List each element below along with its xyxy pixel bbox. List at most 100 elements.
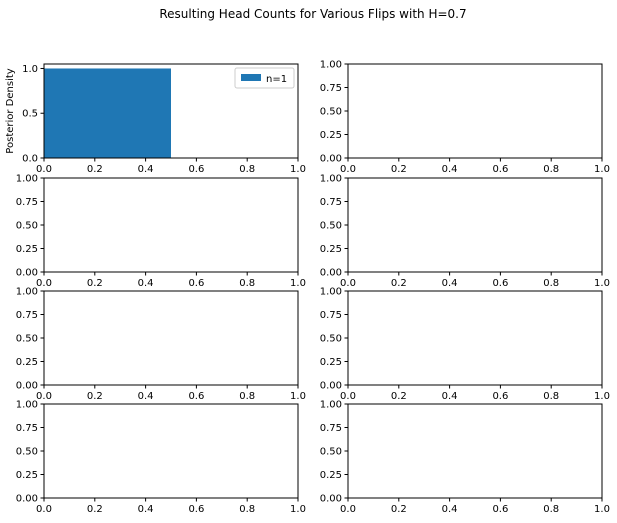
y-tick-label: 1.00 [16, 287, 38, 298]
y-tick-label: 0.75 [320, 83, 342, 94]
y-tick-label: 0.75 [320, 197, 342, 208]
y-tick-label: 0.0 [22, 154, 38, 165]
x-tick-label: 1.0 [290, 391, 306, 402]
x-tick-label: 0.8 [543, 164, 559, 175]
y-tick-label: 0.75 [16, 423, 38, 434]
x-tick-label: 0.4 [442, 278, 458, 289]
axes-frame [43, 63, 299, 159]
y-tick-label: 0.25 [320, 130, 342, 141]
y-tick-label: 0.00 [16, 268, 38, 279]
x-tick-label: 0.0 [340, 391, 356, 402]
y-tick-label: 0.25 [16, 244, 38, 255]
y-tick-label: 1.00 [320, 400, 342, 411]
subplot-grid: 0.0 0.2 0.4 0.6 0.8 1.0 0.0 0.5 1.0 Posterior Den… [5, 60, 610, 516]
x-tick-label: 0.2 [391, 504, 407, 515]
x-tick-label: 1.0 [594, 278, 610, 289]
figure-title: Resulting Head Counts for Various Flips … [159, 7, 466, 21]
y-tick-label: 0.00 [320, 154, 342, 165]
x-tick-label: 0.2 [87, 164, 103, 175]
x-tick-label: 0.2 [87, 278, 103, 289]
y-tick-label: 0.00 [320, 268, 342, 279]
y-tick-label: 0.75 [16, 310, 38, 321]
y-tick-label: 0.5 [22, 109, 38, 120]
y-tick-label: 0.50 [320, 334, 342, 345]
x-tick-label: 0.8 [543, 504, 559, 515]
x-tick-label: 0.6 [188, 278, 204, 289]
y-tick-label: 0.00 [16, 494, 38, 505]
subplot-6: 0.0 0.2 0.4 0.6 0.8 1.0 0.00 0.25 0.50 0.75 1.00 [320, 287, 610, 403]
x-tick-label: 0.0 [36, 278, 52, 289]
y-tick-label: 1.0 [22, 64, 38, 75]
x-tick-label: 0.8 [239, 278, 255, 289]
x-tick-label: 0.4 [138, 278, 154, 289]
x-tick-label: 0.6 [492, 391, 508, 402]
legend: n=1 [234, 67, 295, 89]
x-tick-label: 0.2 [87, 504, 103, 515]
x-tick-label: 0.2 [87, 391, 103, 402]
subplot-8: 0.0 0.2 0.4 0.6 0.8 1.0 0.00 0.25 0.50 0.75 1.00 [320, 400, 610, 516]
x-tick-label: 0.2 [391, 278, 407, 289]
x-tick-label: 0.4 [442, 164, 458, 175]
x-tick-label: 0.6 [492, 278, 508, 289]
y-tick-label: 0.50 [320, 221, 342, 232]
x-tick-label: 0.8 [543, 278, 559, 289]
x-tick-label: 0.6 [188, 164, 204, 175]
subplot-7: 0.0 0.2 0.4 0.6 0.8 1.0 0.00 0.25 0.50 0.75 1.00 [16, 400, 306, 516]
y-tick-label: 0.25 [16, 357, 38, 368]
y-axis-label: Posterior Density [5, 68, 16, 153]
x-tick-label: 0.0 [36, 164, 52, 175]
y-tick-label: 0.75 [320, 310, 342, 321]
x-tick-label: 0.4 [442, 391, 458, 402]
x-tick-label: 0.8 [239, 504, 255, 515]
subplot-5: 0.0 0.2 0.4 0.6 0.8 1.0 0.00 0.25 0.50 0.75 1.00 [16, 287, 306, 403]
x-tick-label: 0.0 [340, 164, 356, 175]
y-tick-label: 0.50 [320, 107, 342, 118]
y-tick-label: 0.25 [320, 244, 342, 255]
legend-box [234, 67, 295, 89]
legend-label: n=1 [266, 74, 287, 85]
x-tick-label: 0.0 [36, 391, 52, 402]
y-tick-label: 1.00 [320, 60, 342, 71]
x-tick-label: 0.8 [239, 391, 255, 402]
y-tick-label: 0.50 [16, 221, 38, 232]
x-tick-label: 0.4 [442, 504, 458, 515]
y-tick-label: 0.75 [320, 423, 342, 434]
x-tick-label: 0.8 [543, 391, 559, 402]
y-tick-label: 0.00 [16, 381, 38, 392]
x-tick-label: 0.6 [188, 391, 204, 402]
y-tick-label: 1.00 [16, 400, 38, 411]
x-tick-label: 0.6 [492, 504, 508, 515]
y-tick-label: 0.50 [16, 334, 38, 345]
x-tick-label: 0.0 [340, 278, 356, 289]
subplot-1: 0.0 0.2 0.4 0.6 0.8 1.0 0.0 0.5 1.0 Posterior Den… [5, 63, 306, 175]
x-tick-label: 1.0 [594, 391, 610, 402]
x-tick-label: 1.0 [594, 504, 610, 515]
y-tick-label: 1.00 [16, 174, 38, 185]
y-tick-label: 1.00 [320, 174, 342, 185]
y-tick-label: 0.50 [320, 447, 342, 458]
x-tick-label: 0.0 [36, 504, 52, 515]
y-tick-label: 0.25 [320, 470, 342, 481]
subplot-3: 0.0 0.2 0.4 0.6 0.8 1.0 0.00 0.25 0.50 0.75 1.00 [16, 174, 306, 290]
y-tick-label: 1.00 [320, 287, 342, 298]
x-tick-label: 0.4 [138, 504, 154, 515]
x-tick-label: 1.0 [290, 278, 306, 289]
x-tick-label: 0.2 [391, 164, 407, 175]
x-tick-label: 0.6 [188, 504, 204, 515]
legend-swatch [241, 74, 261, 81]
y-tick-label: 0.25 [320, 357, 342, 368]
subplot-4: 0.0 0.2 0.4 0.6 0.8 1.0 0.00 0.25 0.50 0.75 1.00 [320, 174, 610, 290]
y-tick-label: 0.25 [16, 470, 38, 481]
x-tick-label: 1.0 [594, 164, 610, 175]
x-tick-label: 0.6 [492, 164, 508, 175]
y-tick-label: 0.75 [16, 197, 38, 208]
bar-1 [44, 68, 171, 158]
x-tick-label: 0.0 [340, 504, 356, 515]
x-tick-label: 0.2 [391, 391, 407, 402]
y-tick-label: 0.00 [320, 494, 342, 505]
x-tick-label: 1.0 [290, 504, 306, 515]
x-tick-label: 0.8 [239, 164, 255, 175]
y-tick-label: 0.50 [16, 447, 38, 458]
subplot-2: 0.0 0.2 0.4 0.6 0.8 1.0 0.00 0.25 0.50 0.75 1.00 [320, 60, 610, 176]
